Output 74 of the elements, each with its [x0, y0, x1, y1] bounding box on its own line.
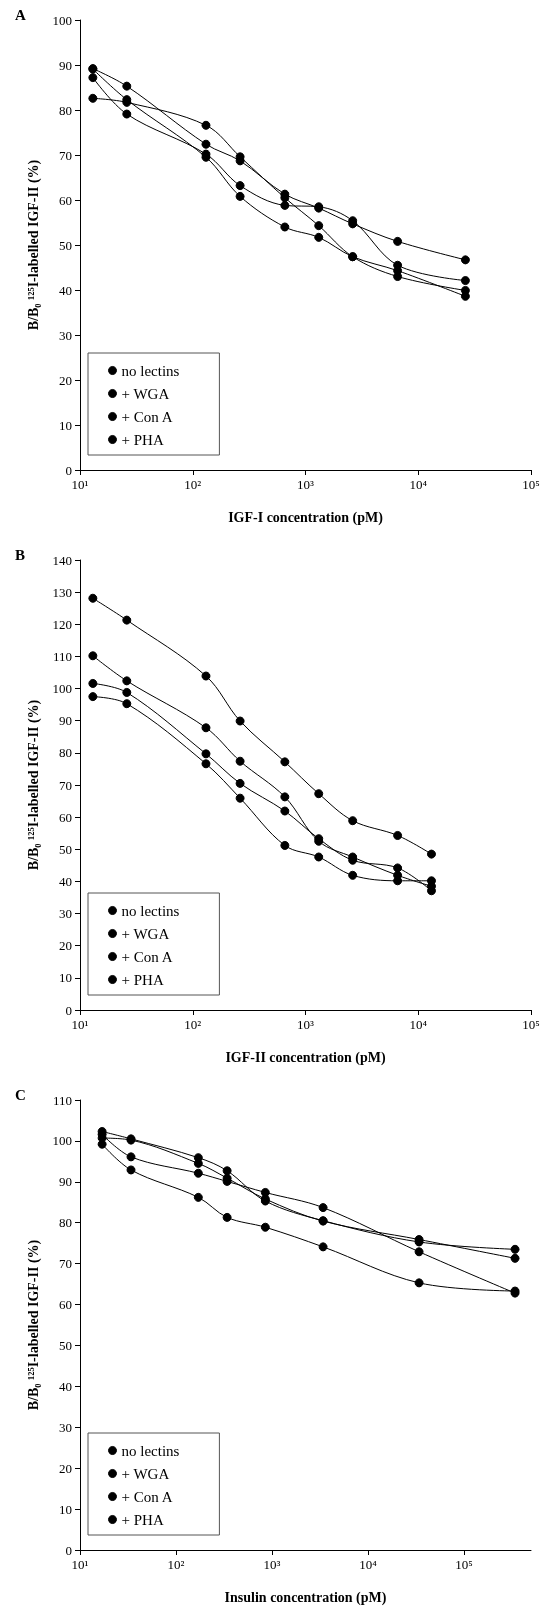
legend-label: + WGA: [121, 385, 170, 402]
legend-label: + PHA: [121, 971, 164, 988]
y-tick-label: 0: [65, 1542, 72, 1558]
x-tick-label: 10³: [297, 1017, 315, 1032]
legend-label: + Con A: [121, 408, 173, 425]
y-tick-label: 80: [59, 102, 72, 118]
x-tick-label: 10⁴: [409, 1017, 428, 1032]
y-tick-label: 0: [65, 1002, 72, 1018]
y-tick-label: 60: [59, 192, 72, 208]
y-tick-label: 100: [52, 12, 72, 28]
legend-label: + Con A: [121, 948, 173, 965]
y-tick-label: 30: [59, 1419, 72, 1435]
y-tick-label: 90: [59, 57, 72, 73]
y-tick-label: 80: [59, 1215, 72, 1231]
x-tick-label: 10⁴: [409, 477, 428, 492]
legend-label: + Con A: [121, 1488, 173, 1505]
legend-label: + WGA: [121, 1465, 170, 1482]
y-tick-label: 90: [59, 713, 72, 729]
legend-label: + PHA: [121, 431, 164, 448]
y-tick-label: 80: [59, 745, 72, 761]
y-tick-label: 130: [52, 584, 72, 600]
x-tick-label: 10³: [297, 477, 315, 492]
x-tick-label: 10²: [184, 477, 202, 492]
y-tick-label: 40: [59, 282, 72, 298]
y-tick-label: 40: [59, 1378, 72, 1394]
legend-label: no lectins: [121, 902, 180, 919]
y-tick-label: 70: [59, 147, 72, 163]
y-tick-label: 10: [59, 417, 72, 433]
y-tick-label: 110: [52, 1092, 72, 1108]
x-axis-title: IGF-I concentration (pM): [228, 509, 384, 526]
y-tick-label: 40: [59, 873, 72, 889]
y-tick-label: 60: [59, 1297, 72, 1313]
x-tick-label: 10⁵: [522, 477, 540, 492]
y-tick-label: 10: [59, 1501, 72, 1517]
y-axis-title: B/B₀ ¹²⁵I-labelled IGF-II (%): [25, 159, 42, 331]
y-tick-label: 30: [59, 327, 72, 343]
legend-label: + WGA: [121, 925, 170, 942]
y-tick-label: 70: [59, 1256, 72, 1272]
chart-title: B: [15, 546, 26, 563]
x-tick-label: 10⁴: [359, 1557, 378, 1572]
x-tick-label: 10¹: [71, 477, 89, 492]
y-axis-title: B/B₀ ¹²⁵I-labelled IGF-II (%): [25, 1239, 42, 1411]
y-tick-label: 0: [65, 462, 72, 478]
y-tick-label: 10: [59, 970, 72, 986]
y-tick-label: 100: [52, 681, 72, 697]
x-tick-label: 10³: [263, 1557, 281, 1572]
x-tick-label: 10²: [167, 1557, 185, 1572]
y-tick-label: 50: [59, 237, 72, 253]
y-tick-label: 20: [59, 938, 72, 954]
legend-label: no lectins: [121, 1442, 180, 1459]
legend-label: no lectins: [121, 362, 180, 379]
chart-title: C: [15, 1086, 26, 1103]
y-tick-label: 30: [59, 906, 72, 922]
y-tick-label: 90: [59, 1174, 72, 1190]
y-tick-label: 100: [52, 1133, 72, 1149]
y-tick-label: 50: [59, 841, 72, 857]
y-tick-label: 60: [59, 809, 72, 825]
x-axis-title: IGF-II concentration (pM): [225, 1049, 386, 1066]
legend-label: + PHA: [121, 1511, 164, 1528]
y-tick-label: 20: [59, 372, 72, 388]
y-tick-label: 50: [59, 1337, 72, 1353]
y-tick-label: 140: [52, 552, 72, 568]
x-axis-title: Insulin concentration (pM): [224, 1589, 387, 1606]
y-tick-label: 20: [59, 1460, 72, 1476]
x-tick-label: 10⁵: [522, 1017, 540, 1032]
x-tick-label: 10⁵: [455, 1557, 473, 1572]
y-tick-label: 120: [52, 616, 72, 632]
y-axis-title: B/B₀ ¹²⁵I-labelled IGF-II (%): [25, 699, 42, 871]
y-tick-label: 70: [59, 777, 72, 793]
chart-title: A: [15, 6, 26, 23]
x-tick-label: 10¹: [71, 1557, 89, 1572]
y-tick-label: 110: [52, 648, 72, 664]
x-tick-label: 10¹: [71, 1017, 89, 1032]
x-tick-label: 10²: [184, 1017, 202, 1032]
